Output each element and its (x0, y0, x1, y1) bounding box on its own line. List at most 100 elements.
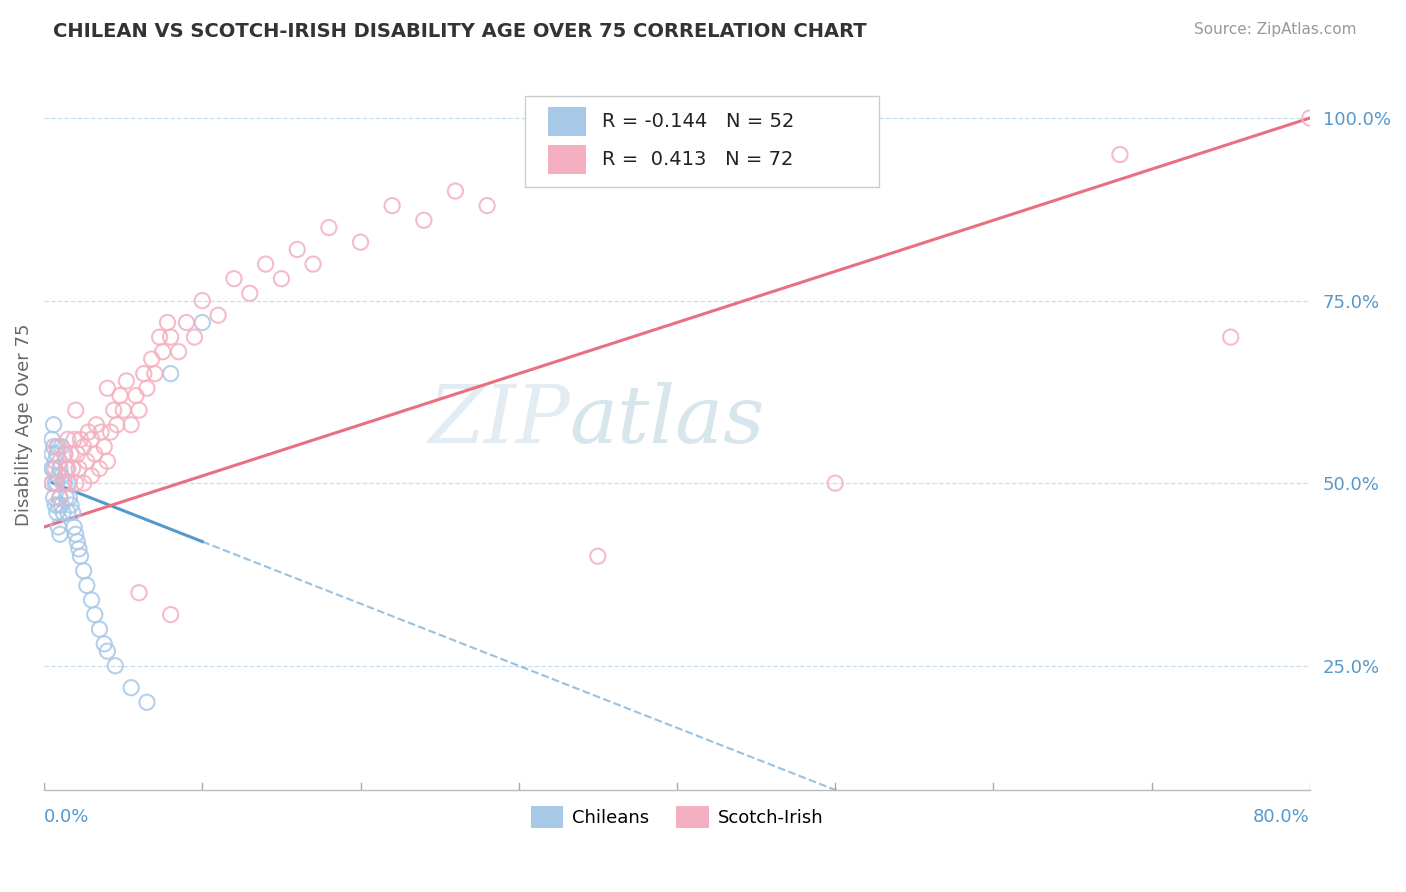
Point (159, 330, 181, 344)
Point (48, 468, 70, 483)
Point (41, 447, 63, 461)
Point (53, 447, 76, 461)
Point (89, 622, 111, 636)
Point (41, 476, 63, 491)
Point (42, 491, 65, 505)
FancyBboxPatch shape (524, 96, 880, 187)
Point (444, 184, 467, 198)
Point (93, 637, 115, 651)
Point (108, 388, 131, 402)
Point (207, 308, 229, 322)
Point (51, 468, 73, 483)
Point (41, 461, 63, 475)
Point (76, 578, 98, 592)
Point (41, 433, 63, 447)
Point (80, 433, 103, 447)
Point (105, 417, 128, 432)
Point (67, 461, 90, 475)
Point (222, 271, 245, 285)
Point (167, 344, 190, 359)
Text: Source: ZipAtlas.com: Source: ZipAtlas.com (1194, 22, 1357, 37)
Point (73, 564, 96, 578)
Text: R =  0.413   N = 72: R = 0.413 N = 72 (602, 150, 793, 169)
Point (69, 433, 91, 447)
Point (191, 293, 214, 308)
Point (58, 476, 80, 491)
Point (48, 520, 70, 534)
Point (48, 440, 70, 454)
Point (45, 505, 67, 519)
FancyBboxPatch shape (548, 145, 586, 174)
Point (475, 199, 498, 213)
Point (56, 433, 79, 447)
Point (52, 505, 75, 519)
Text: atlas: atlas (569, 383, 765, 460)
Point (156, 316, 179, 330)
Point (128, 585, 150, 599)
Point (103, 403, 125, 417)
Point (115, 374, 138, 388)
Point (49, 527, 72, 541)
Point (44, 476, 66, 491)
Point (66, 447, 89, 461)
Point (49, 454, 72, 468)
Point (254, 257, 277, 271)
Point (65, 403, 87, 417)
Point (52, 476, 75, 491)
Point (349, 235, 371, 250)
Point (80, 468, 103, 483)
Point (67, 541, 90, 556)
Point (86, 417, 108, 432)
Point (63, 520, 86, 534)
Text: 0.0%: 0.0% (44, 808, 90, 826)
Point (56, 505, 79, 519)
Point (44, 498, 66, 512)
Point (56, 476, 79, 491)
Point (69, 549, 91, 564)
Point (239, 286, 262, 301)
Point (191, 316, 214, 330)
Point (76, 454, 98, 468)
Text: ZIP: ZIP (427, 383, 569, 460)
Point (183, 330, 205, 344)
Point (80, 593, 103, 607)
Y-axis label: Disability Age Over 75: Disability Age Over 75 (15, 324, 32, 526)
Point (56, 461, 79, 475)
Point (100, 425, 122, 439)
Point (44, 461, 66, 475)
Point (49, 461, 72, 475)
Point (120, 417, 142, 432)
Text: 80.0%: 80.0% (1253, 808, 1310, 826)
Point (51, 498, 73, 512)
Point (112, 403, 135, 417)
Legend: Chileans, Scotch-Irish: Chileans, Scotch-Irish (523, 799, 831, 836)
Point (83, 447, 105, 461)
Point (65, 527, 87, 541)
Point (73, 476, 96, 491)
Point (141, 351, 163, 366)
Point (302, 257, 325, 271)
Point (49, 491, 72, 505)
Point (44, 454, 66, 468)
Point (83, 607, 105, 622)
Point (45, 440, 67, 454)
Point (96, 454, 118, 468)
Point (96, 644, 118, 658)
Point (41, 476, 63, 491)
Point (73, 440, 96, 454)
Point (285, 243, 308, 257)
Point (96, 381, 118, 395)
Point (1109, 147, 1132, 161)
Point (62, 505, 84, 519)
Point (42, 440, 65, 454)
Point (55, 461, 77, 475)
Point (270, 271, 292, 285)
Point (51, 440, 73, 454)
Point (58, 491, 80, 505)
Point (159, 367, 181, 381)
Point (412, 213, 434, 227)
Point (159, 607, 181, 622)
Point (53, 476, 76, 491)
Point (128, 403, 150, 417)
Point (1219, 330, 1241, 344)
